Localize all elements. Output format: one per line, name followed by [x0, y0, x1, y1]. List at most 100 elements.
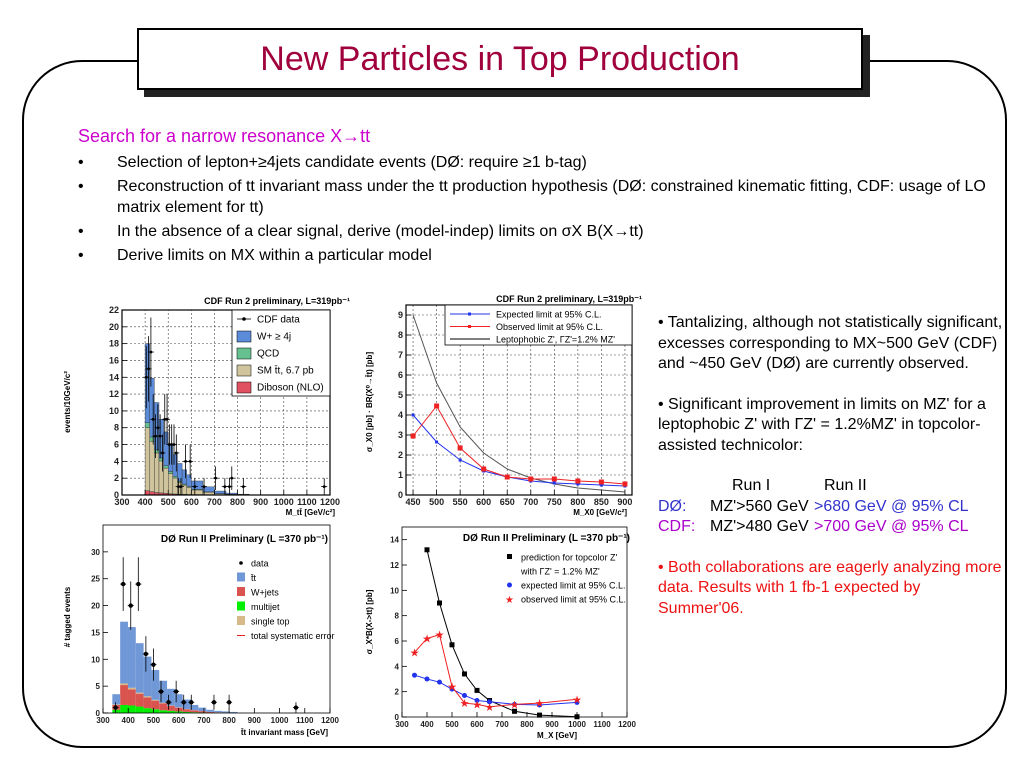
legend-label: CDF data — [257, 315, 300, 326]
y-axis-label: σ_X*B(X->tt) [pb] — [365, 589, 374, 654]
histogram-bar-wjets — [143, 697, 152, 709]
histogram-bar-multijet — [120, 704, 128, 713]
data-point: ★ — [435, 630, 445, 642]
x-tick-label: 1000 — [568, 720, 586, 729]
x-tick-label: 500 — [429, 497, 444, 507]
histogram-bar-qcd — [144, 422, 150, 428]
data-point — [156, 426, 160, 430]
histogram-bar-wjets — [135, 693, 144, 707]
bullet-icon: • — [78, 223, 84, 240]
x-tick-label: 600 — [476, 497, 491, 507]
x-axis-label: M_X [GeV] — [537, 731, 577, 740]
histogram-bar-qcd — [149, 436, 155, 442]
series-line — [412, 405, 625, 485]
data-point — [161, 451, 164, 455]
x-tick-label: 1000 — [271, 716, 289, 725]
data-point — [143, 651, 149, 657]
y-axis-label: σ_X0 [pb] · BR(X⁰→t̄t) [pb] — [365, 352, 374, 453]
data-point — [512, 708, 517, 714]
y-tick-label: 6 — [395, 637, 400, 646]
y-axis-label: events/10GeV/c² — [63, 371, 72, 433]
data-point: ★ — [410, 647, 420, 659]
data-point — [474, 687, 480, 693]
histogram-bar-wj — [191, 480, 204, 490]
data-point — [322, 485, 326, 488]
x-axis-label: M_X0 [GeV/c²] — [573, 508, 627, 517]
data-point — [184, 459, 187, 463]
histogram-bar-tt — [174, 694, 183, 708]
bullet-text: Derive limits on MX within a particular … — [117, 247, 432, 264]
histogram-bar-smttpb — [186, 487, 192, 495]
y-tick-label: 10 — [109, 406, 119, 416]
legend-label: W+jets — [251, 588, 279, 598]
y-tick-label: 5 — [398, 390, 403, 400]
data-point — [181, 700, 186, 705]
data-point — [599, 483, 603, 487]
x-tick-label: 550 — [453, 497, 468, 507]
bullet-text: Selection of lepton+≥4jets candidate eve… — [117, 154, 587, 171]
y-tick-label: 14 — [390, 536, 399, 545]
histogram-bar-smttpb — [191, 489, 204, 495]
data-point: ★ — [510, 699, 520, 711]
bullet-item: • Derive limits on MX within a particular… — [78, 245, 998, 266]
bullet-icon: • — [78, 247, 84, 264]
histogram-bar-tt — [120, 621, 128, 684]
data-point — [552, 481, 556, 485]
legend-label: t̄t — [250, 573, 256, 583]
x-tick-label: 1100 — [296, 716, 314, 725]
data-point — [136, 581, 141, 587]
x-tick-label: 850 — [594, 497, 609, 507]
y-tick-label: 8 — [398, 330, 403, 340]
legend-label: observed limit at 95% C.L. — [521, 595, 626, 605]
data-point — [462, 671, 467, 677]
histogram-bar-wj — [214, 490, 227, 494]
series-line — [412, 314, 625, 493]
y-tick-label: 0 — [114, 490, 119, 500]
data-point — [622, 481, 628, 487]
data-point — [435, 440, 439, 444]
series-line — [414, 634, 578, 708]
row-d0-run1: MZ'>560 GeV — [710, 497, 809, 515]
y-tick-label: 25 — [91, 575, 100, 584]
y-axis-label: # tagged events — [63, 586, 72, 647]
chart-title: CDF Run 2 preliminary, L=319pb⁻¹ — [496, 294, 642, 304]
legend-label: prediction for topcolor Z' — [521, 553, 618, 563]
x-tick-label: 1000 — [274, 497, 294, 507]
histogram-bar-multijet — [112, 709, 121, 713]
d0-limit-plot: ★★ ★★★ ★ ★ ★ ★ ★300 400 500 600 700 800 900 1000 1100 1… — [362, 522, 652, 740]
data-point — [144, 375, 148, 379]
row-cdf-label: CDF: — [658, 518, 696, 535]
legend-label: multijet — [251, 602, 280, 612]
x-tick-label: 400 — [138, 497, 153, 507]
histogram-bar-wj — [172, 454, 178, 477]
data-point — [575, 478, 581, 484]
data-point — [528, 476, 534, 482]
histogram-bar-tt — [213, 710, 222, 713]
y-tick-label: 20 — [109, 322, 119, 332]
histogram-bar-wj — [163, 431, 169, 466]
y-tick-label: 10 — [91, 655, 100, 664]
x-tick-label: 1200 — [321, 716, 339, 725]
slide-title: New Particles in Top Production — [260, 39, 740, 78]
data-point — [449, 642, 455, 648]
data-point — [113, 705, 118, 710]
x-tick-label: 800 — [520, 720, 534, 729]
legend-swatch — [237, 587, 245, 596]
legend-marker: ★ — [505, 595, 514, 606]
data-point — [293, 705, 299, 710]
limits-table: Run I Run II DØ: MZ'>560 GeV >680 GeV @ 95%… — [658, 476, 1003, 538]
histogram-bar-singletop — [167, 705, 175, 707]
histogram-bar-wj — [154, 402, 160, 450]
histogram-bar-smttpb — [149, 440, 155, 492]
data-point — [574, 699, 580, 705]
histogram-bar-singletop — [120, 683, 128, 686]
bullet-text: Reconstruction of tt invariant mass unde… — [117, 178, 986, 216]
histogram-bar-wjets — [127, 689, 136, 706]
histogram-bar-wjets — [159, 703, 168, 711]
histogram-bar-smttpb — [202, 492, 215, 495]
data-point — [424, 547, 430, 553]
legend-marker — [507, 554, 512, 559]
histogram-bar-tt — [206, 709, 214, 712]
histogram-bar-dibosonnlo — [144, 490, 150, 496]
legend-label: Leptophobic Z', ΓZ'=1.2% MZ' — [496, 335, 615, 345]
